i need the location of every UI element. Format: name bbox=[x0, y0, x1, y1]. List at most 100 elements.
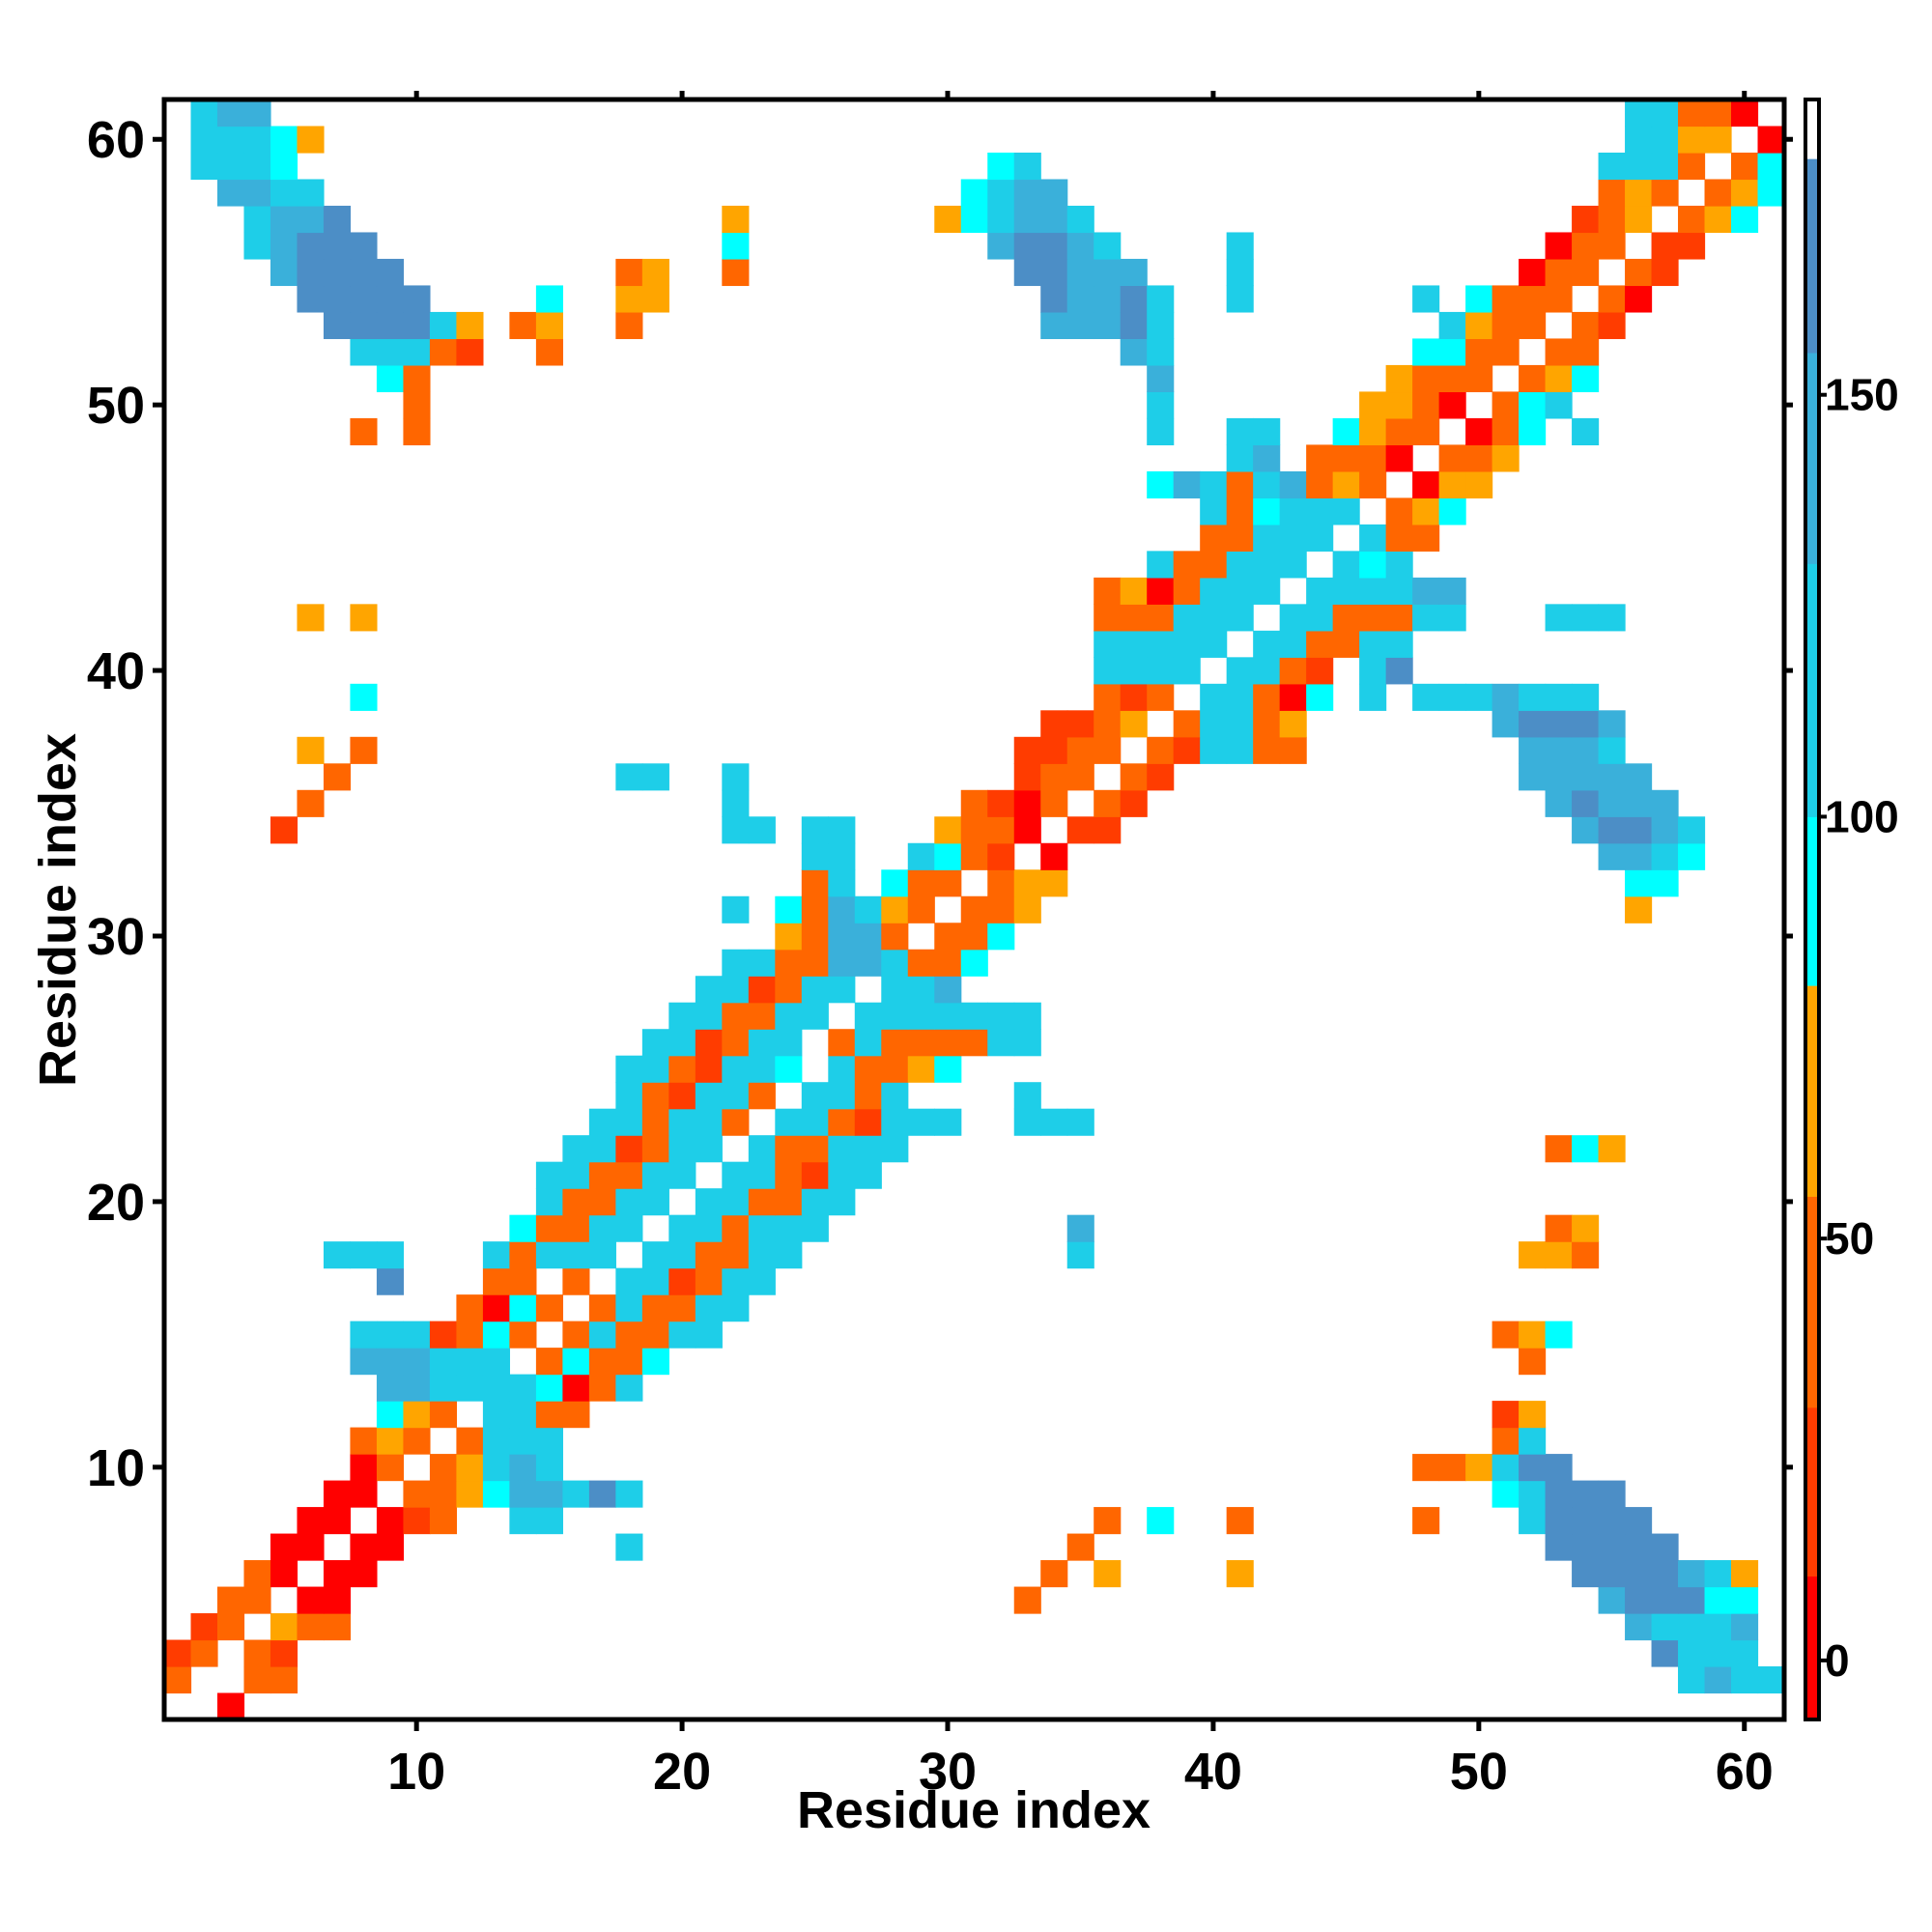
heatmap-cell bbox=[1519, 736, 1547, 764]
heatmap-cell bbox=[1359, 391, 1387, 419]
heatmap-cell bbox=[1545, 258, 1573, 287]
heatmap-cell bbox=[1253, 630, 1281, 658]
heatmap-cell bbox=[1200, 577, 1228, 605]
heatmap-cell bbox=[668, 1002, 696, 1030]
heatmap-cell bbox=[1279, 524, 1307, 552]
heatmap-cell bbox=[1253, 710, 1281, 738]
x-tick-label: 10 bbox=[387, 1743, 445, 1801]
heatmap-cell bbox=[1094, 657, 1122, 685]
heatmap-cell bbox=[1359, 630, 1387, 658]
heatmap-cell bbox=[1704, 1639, 1732, 1667]
heatmap-cell bbox=[1173, 736, 1201, 764]
colorbar-frame bbox=[1804, 98, 1821, 1721]
heatmap-cell bbox=[1066, 205, 1094, 234]
heatmap-cell bbox=[748, 1029, 776, 1057]
heatmap-cell bbox=[1731, 1613, 1759, 1641]
heatmap-cell bbox=[1704, 1613, 1732, 1641]
heatmap-cell bbox=[429, 311, 458, 340]
heatmap-cell bbox=[828, 842, 856, 870]
heatmap-cell bbox=[1385, 577, 1413, 605]
heatmap-cell bbox=[482, 1427, 510, 1455]
heatmap-cell bbox=[1651, 1586, 1679, 1614]
heatmap-cell bbox=[722, 949, 750, 977]
heatmap-cell bbox=[934, 923, 962, 951]
heatmap-cell bbox=[1013, 232, 1041, 260]
heatmap-cell bbox=[801, 949, 829, 977]
heatmap-cell bbox=[695, 976, 723, 1004]
heatmap-cell bbox=[960, 1002, 988, 1030]
heatmap-cell bbox=[1200, 470, 1228, 498]
heatmap-cell bbox=[695, 1002, 723, 1030]
heatmap-cell bbox=[535, 1480, 563, 1508]
heatmap-cell bbox=[1651, 869, 1679, 897]
heatmap-cell bbox=[297, 285, 325, 313]
heatmap-cell bbox=[775, 1108, 803, 1136]
heatmap-cell bbox=[482, 1348, 510, 1376]
heatmap-cell bbox=[1545, 232, 1573, 260]
heatmap-cell bbox=[1704, 179, 1732, 207]
heatmap-cell bbox=[987, 816, 1015, 844]
heatmap-cell bbox=[1332, 497, 1360, 526]
heatmap-cell bbox=[1253, 657, 1281, 685]
heatmap-cell bbox=[1519, 683, 1547, 711]
heatmap-cell bbox=[588, 1294, 616, 1322]
heatmap-cell bbox=[775, 1055, 803, 1083]
heatmap-cell bbox=[1253, 470, 1281, 498]
heatmap-cell bbox=[775, 1029, 803, 1057]
heatmap-cell bbox=[1465, 1454, 1493, 1482]
heatmap-cell bbox=[1438, 338, 1466, 366]
heatmap-cell bbox=[1438, 311, 1466, 340]
heatmap-cell bbox=[668, 1082, 696, 1110]
heatmap-cell bbox=[1731, 152, 1759, 181]
heatmap-cell bbox=[562, 1135, 590, 1163]
heatmap-cells bbox=[164, 99, 1785, 1720]
heatmap-cell bbox=[1519, 1321, 1547, 1349]
heatmap-cell bbox=[535, 1401, 563, 1429]
heatmap-cell bbox=[1598, 232, 1626, 260]
heatmap-cell bbox=[164, 1639, 192, 1667]
heatmap-cell bbox=[562, 1241, 590, 1269]
heatmap-cell bbox=[1306, 683, 1334, 711]
heatmap-cell bbox=[668, 1161, 696, 1189]
heatmap-cell bbox=[190, 1613, 218, 1641]
heatmap-cell bbox=[323, 763, 352, 791]
heatmap-cell bbox=[1412, 1507, 1440, 1535]
heatmap-cell bbox=[429, 1321, 458, 1349]
heatmap-cell bbox=[801, 1135, 829, 1163]
heatmap-cell bbox=[243, 99, 271, 128]
heatmap-cell bbox=[456, 1454, 484, 1482]
heatmap-cell bbox=[1572, 604, 1600, 632]
heatmap-cell bbox=[1013, 816, 1041, 844]
x-axis-title: Residue index bbox=[797, 1781, 1151, 1839]
colorbar-segment bbox=[1805, 353, 1819, 564]
heatmap-cell bbox=[960, 1029, 988, 1057]
heatmap-cell bbox=[881, 976, 909, 1004]
heatmap-cell bbox=[1757, 126, 1785, 154]
heatmap-cell bbox=[1519, 763, 1547, 791]
heatmap-cell bbox=[907, 1029, 935, 1057]
heatmap-cell bbox=[1572, 816, 1600, 844]
heatmap-cell bbox=[828, 949, 856, 977]
heatmap-cell bbox=[907, 949, 935, 977]
heatmap-cell bbox=[403, 1321, 431, 1349]
heatmap-cell bbox=[1253, 497, 1281, 526]
heatmap-cell bbox=[1519, 1507, 1547, 1535]
heatmap-cell bbox=[297, 789, 325, 817]
heatmap-cell bbox=[801, 1082, 829, 1110]
heatmap-cell bbox=[775, 923, 803, 951]
heatmap-cell bbox=[1094, 789, 1122, 817]
heatmap-cell bbox=[615, 1108, 643, 1136]
colorbar-segment bbox=[1805, 99, 1819, 159]
heatmap-cell bbox=[1731, 1639, 1759, 1667]
heatmap-cell bbox=[828, 1161, 856, 1189]
heatmap-cell bbox=[881, 949, 909, 977]
heatmap-cell bbox=[960, 789, 988, 817]
heatmap-cell bbox=[562, 1321, 590, 1349]
heatmap-cell bbox=[801, 1002, 829, 1030]
heatmap-cell bbox=[1385, 604, 1413, 632]
heatmap-cell bbox=[1678, 99, 1706, 128]
heatmap-cell bbox=[1625, 895, 1653, 923]
heatmap-cell bbox=[243, 152, 271, 181]
heatmap-cell bbox=[1040, 232, 1068, 260]
heatmap-cell bbox=[1385, 657, 1413, 685]
